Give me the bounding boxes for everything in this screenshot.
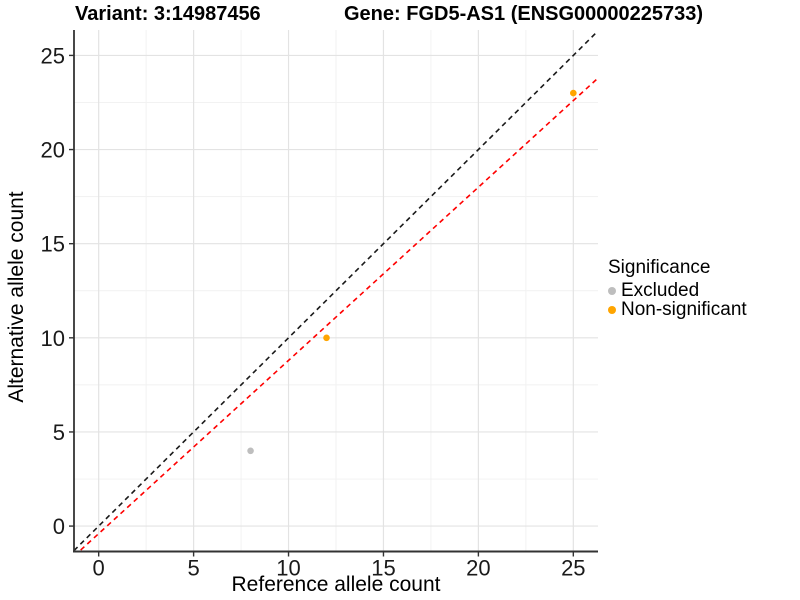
- x-tick-label: 0: [93, 556, 105, 581]
- allelic-ratio-line: [77, 77, 598, 552]
- x-tick-label: 15: [371, 556, 395, 581]
- axis-ticks: 0 5 10 15 20 25 0 5 10 15 20 25: [41, 43, 586, 580]
- legend-entry-non-significant: Non-significant: [608, 300, 747, 319]
- legend-entry-label: Non-significant: [621, 299, 747, 320]
- x-tick-label: 25: [561, 556, 585, 581]
- legend-entry-label: Excluded: [621, 280, 700, 301]
- scatter-point-excluded: [247, 447, 254, 455]
- legend-entry-excluded: Excluded: [608, 281, 747, 300]
- scatter-point-non-significant: [570, 89, 577, 97]
- gene-title: Gene: FGD5-AS1 (ENSG00000225733): [344, 3, 704, 25]
- y-tick-label: 10: [41, 326, 65, 351]
- legend: Significance Excluded Non-significant: [608, 257, 747, 319]
- x-axis-title: Reference allele count: [231, 573, 441, 596]
- y-axis-title: Alternative allele count: [5, 191, 28, 403]
- y-tick-label: 20: [41, 138, 65, 163]
- identity-line: [74, 30, 598, 552]
- y-tick-label: 15: [41, 232, 65, 257]
- major-gridlines: [74, 30, 598, 552]
- legend-title: Significance: [608, 257, 711, 278]
- non-significant-dot-icon: [608, 305, 616, 314]
- variant-title: Variant: 3:14987456: [75, 3, 261, 25]
- minor-gridlines: [74, 30, 598, 552]
- axis-lines: [73, 30, 598, 553]
- y-tick-label: 0: [53, 514, 65, 539]
- y-tick-label: 25: [41, 43, 65, 68]
- scatter-point-non-significant: [323, 334, 330, 342]
- x-tick-label: 20: [466, 556, 490, 581]
- excluded-dot-icon: [608, 286, 616, 295]
- y-tick-label: 5: [53, 420, 65, 445]
- x-tick-label: 5: [187, 556, 199, 581]
- x-tick-label: 10: [276, 556, 300, 581]
